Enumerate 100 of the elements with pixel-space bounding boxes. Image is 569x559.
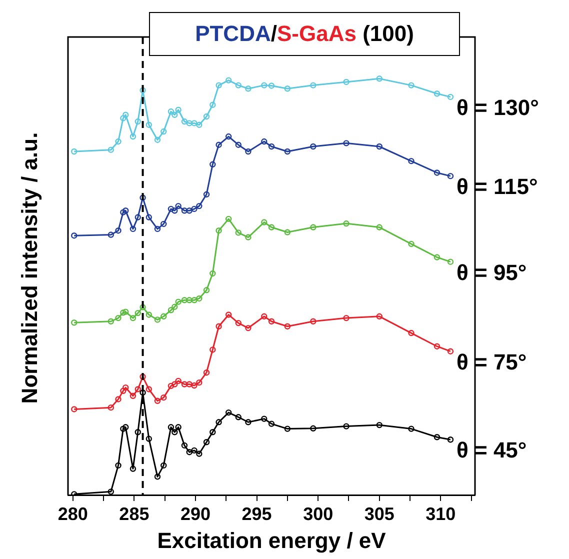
series-label: θ = 95° [456, 260, 527, 285]
point [115, 462, 122, 469]
point [175, 298, 182, 305]
point [447, 348, 454, 354]
point [261, 138, 268, 145]
point [235, 142, 242, 148]
point [71, 320, 78, 326]
point [154, 398, 161, 404]
series-label: θ = 75° [456, 349, 527, 374]
point [310, 224, 316, 230]
point [191, 120, 198, 126]
point [196, 295, 202, 302]
point [235, 230, 242, 236]
point [408, 82, 414, 88]
point [122, 308, 129, 315]
x-tick-label: 290 [180, 504, 211, 524]
point [310, 318, 316, 324]
point [235, 320, 242, 326]
point [160, 462, 167, 469]
point [376, 76, 382, 82]
point [122, 384, 129, 391]
point [284, 86, 291, 92]
point [203, 191, 210, 198]
point [172, 304, 178, 310]
point [191, 206, 198, 212]
point [146, 122, 152, 128]
point [268, 224, 275, 230]
x-axis-title: Excitation energy / eV [157, 528, 386, 553]
point [120, 115, 126, 122]
point [235, 82, 242, 88]
point [216, 323, 222, 330]
point [146, 386, 152, 392]
point [154, 474, 161, 480]
x-tick-label: 295 [242, 504, 272, 524]
point [186, 381, 192, 388]
point [172, 381, 178, 388]
point [172, 112, 178, 118]
point [196, 202, 202, 210]
point [168, 108, 174, 115]
point [181, 118, 188, 125]
point [146, 214, 152, 220]
point [186, 449, 192, 456]
point [196, 379, 202, 386]
series-label: θ = 130° [456, 95, 539, 120]
point [245, 419, 252, 426]
point [284, 426, 291, 432]
point [203, 369, 210, 376]
chart-title: PTCDA/S-GaAs (100) [195, 21, 414, 46]
point [196, 122, 202, 128]
point [120, 310, 126, 316]
point [130, 314, 136, 322]
point [134, 429, 141, 436]
point [210, 270, 216, 277]
point [108, 488, 114, 495]
point [343, 78, 350, 86]
point [154, 226, 161, 232]
point [140, 389, 146, 396]
point [434, 254, 440, 260]
point [245, 234, 252, 240]
y-axis-title: Normalized intensity / a.u. [17, 132, 43, 404]
point [134, 310, 141, 316]
point [181, 381, 188, 388]
point [408, 158, 414, 164]
point [140, 374, 146, 380]
point [284, 229, 291, 236]
point [120, 209, 126, 216]
point [168, 382, 174, 390]
point [235, 414, 242, 420]
point [168, 307, 174, 314]
point [191, 382, 198, 389]
point [191, 447, 198, 454]
point [146, 436, 152, 442]
point [310, 82, 316, 88]
point [225, 133, 232, 140]
point [160, 394, 167, 401]
x-tick-label: 300 [303, 504, 334, 524]
point [115, 228, 122, 234]
point [196, 450, 202, 457]
point [343, 314, 350, 322]
point [186, 208, 192, 214]
point [71, 148, 78, 155]
point [122, 112, 129, 118]
point [408, 240, 414, 248]
point [108, 146, 114, 153]
point [191, 297, 198, 304]
point [140, 194, 146, 201]
point [203, 439, 210, 446]
point [134, 214, 141, 220]
point [284, 148, 291, 155]
point [130, 226, 136, 232]
point [210, 429, 216, 436]
point [168, 206, 174, 212]
point [268, 143, 275, 150]
point [172, 429, 178, 436]
point [343, 423, 350, 430]
point [310, 143, 316, 150]
x-tick-label: 305 [364, 504, 394, 524]
point [203, 113, 210, 120]
point [108, 318, 114, 324]
point [216, 142, 222, 148]
